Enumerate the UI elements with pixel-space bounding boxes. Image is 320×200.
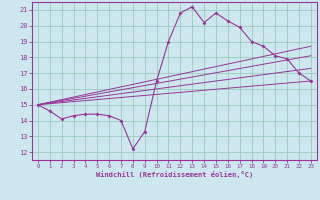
X-axis label: Windchill (Refroidissement éolien,°C): Windchill (Refroidissement éolien,°C): [96, 171, 253, 178]
